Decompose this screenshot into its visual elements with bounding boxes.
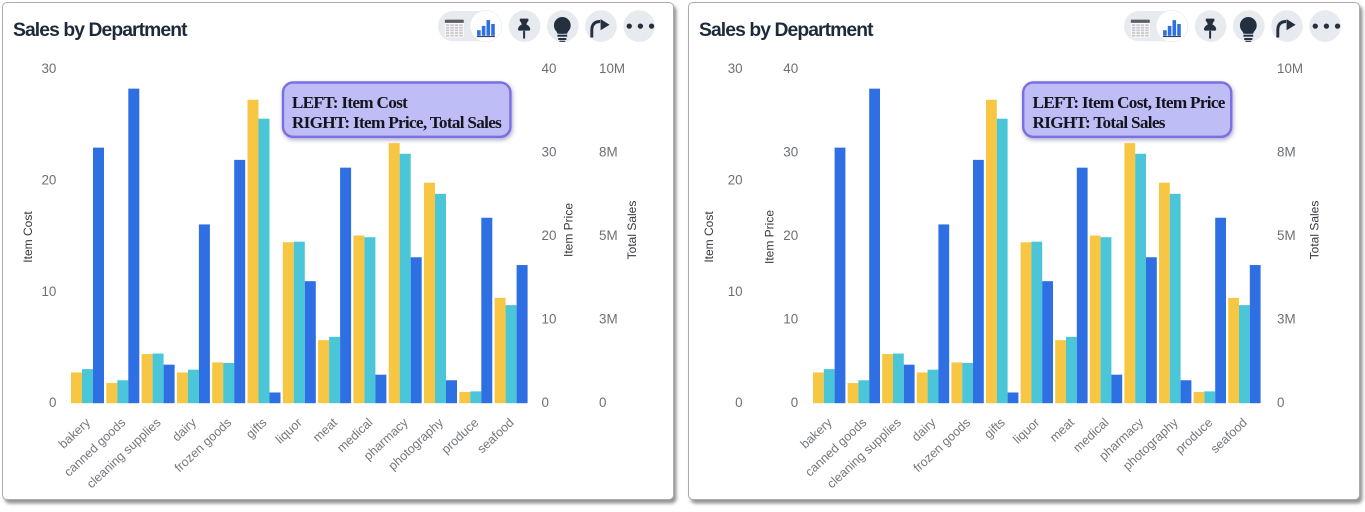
- svg-text:8M: 8M: [599, 145, 618, 160]
- svg-text:LEFT: Item Cost, Item Price: LEFT: Item Cost, Item Price: [1033, 93, 1226, 112]
- svg-text:0: 0: [542, 395, 549, 410]
- svg-text:Item Cost: Item Cost: [702, 211, 716, 263]
- svg-text:seafood: seafood: [1208, 415, 1250, 456]
- svg-text:Total Sales: Total Sales: [625, 201, 639, 260]
- svg-text:10: 10: [783, 312, 798, 327]
- svg-text:dairy: dairy: [909, 415, 939, 444]
- svg-text:Item Price: Item Price: [562, 203, 576, 257]
- svg-text:10: 10: [41, 284, 56, 299]
- svg-text:produce: produce: [439, 415, 482, 456]
- svg-text:20: 20: [542, 228, 557, 243]
- svg-text:liquor: liquor: [273, 415, 305, 446]
- svg-text:30: 30: [783, 145, 798, 160]
- svg-text:30: 30: [728, 61, 743, 76]
- svg-text:liquor: liquor: [1010, 415, 1042, 446]
- svg-text:30: 30: [542, 145, 557, 160]
- svg-text:0: 0: [735, 395, 742, 410]
- svg-text:gifts: gifts: [243, 415, 269, 441]
- svg-text:meat: meat: [310, 415, 340, 445]
- svg-text:10M: 10M: [599, 61, 625, 76]
- svg-text:10: 10: [728, 284, 743, 299]
- svg-text:0: 0: [49, 395, 56, 410]
- svg-text:20: 20: [783, 228, 798, 243]
- svg-text:produce: produce: [1173, 415, 1216, 456]
- svg-text:30: 30: [41, 61, 56, 76]
- svg-text:0: 0: [1277, 395, 1284, 410]
- svg-text:Sales by Department: Sales by Department: [699, 20, 874, 41]
- svg-text:0: 0: [791, 395, 798, 410]
- svg-text:10M: 10M: [1277, 61, 1303, 76]
- svg-text:3M: 3M: [1277, 312, 1296, 327]
- svg-text:3M: 3M: [599, 312, 618, 327]
- svg-text:0: 0: [599, 395, 606, 410]
- svg-text:10: 10: [542, 312, 557, 327]
- svg-text:8M: 8M: [1277, 145, 1296, 160]
- svg-text:RIGHT: Item Price, Total Sales: RIGHT: Item Price, Total Sales: [292, 113, 502, 132]
- svg-text:20: 20: [41, 172, 56, 187]
- svg-text:40: 40: [783, 61, 798, 76]
- svg-text:dairy: dairy: [170, 415, 200, 444]
- svg-text:LEFT: Item Cost: LEFT: Item Cost: [292, 93, 408, 112]
- svg-text:RIGHT: Total Sales: RIGHT: Total Sales: [1033, 113, 1166, 132]
- svg-text:meat: meat: [1047, 415, 1077, 445]
- svg-text:Total Sales: Total Sales: [1308, 201, 1322, 260]
- svg-text:Item Price: Item Price: [763, 210, 777, 264]
- svg-text:5M: 5M: [1277, 228, 1296, 243]
- svg-text:gifts: gifts: [981, 415, 1007, 441]
- svg-text:20: 20: [728, 172, 743, 187]
- svg-text:Sales by Department: Sales by Department: [13, 20, 188, 41]
- svg-text:40: 40: [542, 61, 557, 76]
- svg-text:Item Cost: Item Cost: [21, 211, 35, 263]
- svg-text:5M: 5M: [599, 228, 618, 243]
- svg-text:seafood: seafood: [475, 415, 517, 456]
